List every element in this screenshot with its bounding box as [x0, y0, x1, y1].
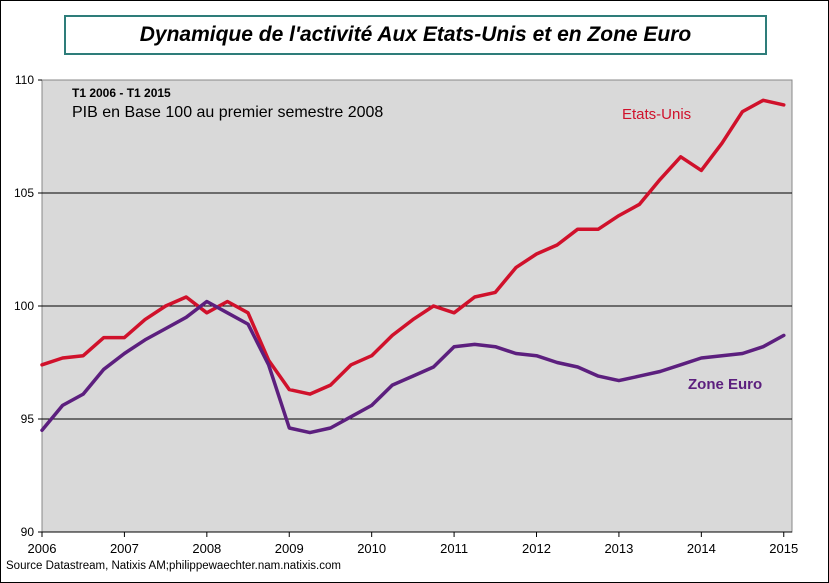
y-tick-label: 90: [21, 525, 35, 539]
x-tick-label: 2007: [110, 541, 139, 556]
series-label-etats-unis: Etats-Unis: [622, 106, 691, 123]
x-tick-label: 2009: [275, 541, 304, 556]
x-tick-label: 2006: [28, 541, 57, 556]
period-annotation: T1 2006 - T1 2015: [72, 86, 171, 100]
y-tick-label: 95: [21, 412, 35, 426]
y-axis-ticks: 90 95 100 105 110: [14, 73, 42, 539]
chart-title-box: Dynamique de l'activité Aux Etats-Unis e…: [64, 15, 767, 55]
series-label-zone-euro: Zone Euro: [688, 376, 762, 393]
chart-title: Dynamique de l'activité Aux Etats-Unis e…: [139, 23, 692, 46]
source-note: Source Datastream, Natixis AM;philippewa…: [6, 560, 341, 572]
x-tick-label: 2010: [357, 541, 386, 556]
x-tick-label: 2011: [440, 541, 468, 556]
base-annotation: PIB en Base 100 au premier semestre 2008: [72, 104, 383, 121]
y-tick-label: 105: [14, 186, 34, 200]
x-tick-label: 2013: [604, 541, 633, 556]
y-tick-label: 110: [15, 73, 34, 87]
y-tick-label: 100: [14, 299, 34, 313]
series-line-zone-euro: [40, 299, 786, 435]
series-line-etats-unis: [40, 98, 786, 396]
x-tick-label: 2015: [769, 541, 798, 556]
x-tick-label: 2012: [522, 541, 551, 556]
x-axis-ticks: 2006 2007 2008 2009 2010 2011 2012 2013 2014 2015: [28, 531, 798, 556]
x-tick-label: 2008: [192, 541, 221, 556]
x-tick-label: 2014: [687, 541, 716, 556]
series-lines: [40, 98, 786, 435]
